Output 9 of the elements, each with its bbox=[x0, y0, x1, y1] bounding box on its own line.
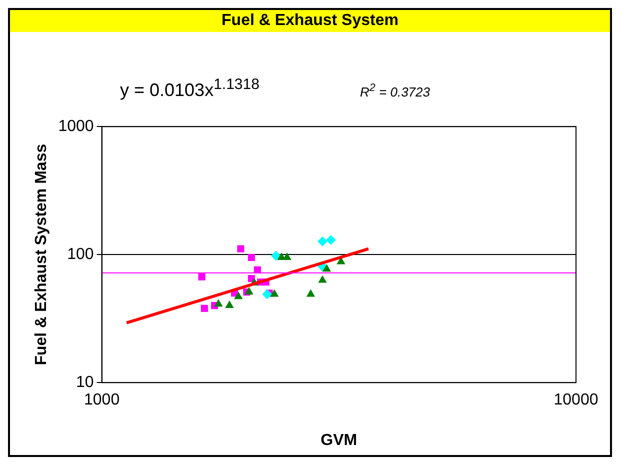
y-tick-label: 100 bbox=[67, 246, 94, 264]
chart-title: Fuel & Exhaust System bbox=[10, 10, 610, 32]
x-tick-label: 10000 bbox=[554, 392, 598, 409]
x-axis-title: GVM bbox=[320, 432, 358, 449]
y-tick-label: 1000 bbox=[58, 118, 94, 136]
text: y = 0.0103x$^{1.1318}$ bbox=[120, 76, 260, 101]
text: R$^{2}$ = 0.3723 bbox=[360, 82, 430, 100]
y-axis-title: Fuel & Exhaust System Mass bbox=[33, 144, 50, 366]
y-tick-label: 10 bbox=[76, 374, 94, 392]
